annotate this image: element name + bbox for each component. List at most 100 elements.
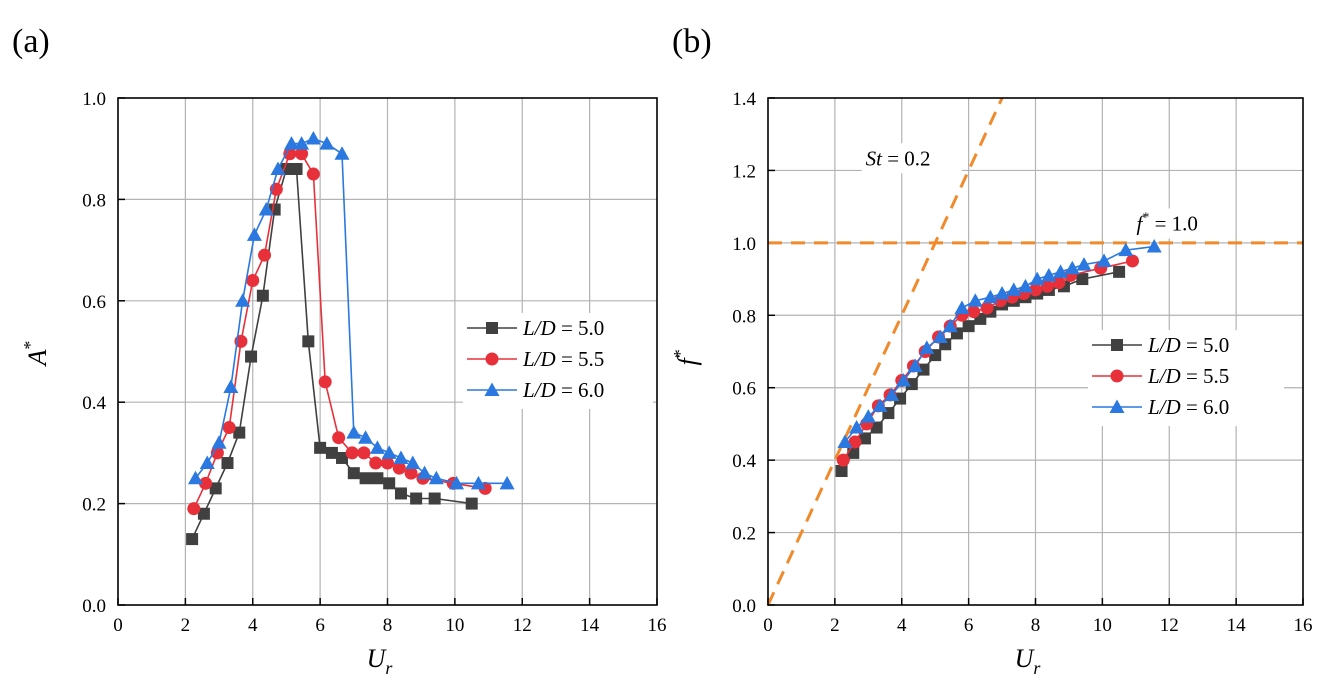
x-axis-title: Ur	[1015, 644, 1042, 678]
plot-frame	[117, 97, 658, 606]
data-point	[359, 472, 372, 485]
y-tick-label: 0.2	[82, 495, 106, 516]
series-triangle	[837, 238, 1162, 449]
reference-lines: St = 0.2 f* = 1.0	[766, 97, 1303, 606]
data-point	[465, 497, 478, 510]
series-square	[186, 162, 478, 546]
x-tick-label: 10	[1093, 615, 1112, 636]
y-tick-label: 0.4	[82, 393, 106, 414]
data-point	[325, 446, 338, 459]
data-point	[209, 482, 222, 495]
data-point	[357, 446, 371, 460]
legend-entry: L/D = 6.0	[1147, 395, 1229, 419]
strouhal-line	[766, 97, 1004, 606]
data-point	[197, 507, 210, 520]
data-point	[345, 446, 359, 460]
y-axis-title: A*	[20, 341, 52, 368]
x-tick-label: 14	[580, 615, 600, 636]
panel-label: (a)	[12, 23, 50, 60]
series-square	[835, 265, 1126, 478]
data-point	[332, 431, 346, 445]
legend-marker	[1109, 399, 1125, 413]
data-point	[256, 289, 269, 302]
data-point	[381, 456, 394, 470]
data-point	[294, 136, 310, 150]
x-tick-label: 8	[1031, 615, 1041, 636]
data-point	[499, 475, 515, 490]
x-tick-label: 14	[1227, 615, 1247, 636]
data-point	[318, 375, 332, 389]
x-tick-label: 4	[248, 615, 258, 636]
data-point	[1006, 282, 1022, 296]
data-point	[410, 492, 423, 505]
data-point	[246, 274, 260, 288]
data-point	[290, 162, 303, 175]
data-point	[905, 378, 918, 391]
data-point	[334, 146, 350, 160]
data-point	[942, 318, 958, 333]
data-point	[1041, 267, 1057, 282]
legend-entry: L/D = 5.0	[522, 316, 604, 340]
data-point	[417, 465, 433, 480]
data-point	[1052, 276, 1066, 290]
data-point	[1064, 260, 1080, 275]
data-point	[870, 421, 883, 434]
data-point	[223, 379, 239, 393]
x-tick-label: 12	[513, 615, 532, 636]
data-point	[394, 487, 407, 500]
legend-entry: L/D = 5.5	[1147, 364, 1229, 388]
data-point	[305, 131, 321, 145]
y-tick-label: 0.2	[732, 524, 756, 545]
data-point	[835, 465, 848, 478]
plot-frame	[767, 97, 1304, 606]
x-tick-label: 6	[315, 615, 325, 636]
data-point	[369, 456, 383, 470]
x-tick-label: 4	[897, 615, 907, 636]
unity-label-bg	[1132, 208, 1221, 239]
y-tick-label: 0.8	[82, 190, 106, 211]
data-point	[428, 492, 441, 505]
data-point	[836, 453, 850, 467]
data-point	[858, 432, 871, 445]
series-line	[840, 271, 1120, 472]
data-point	[962, 320, 975, 333]
data-point	[1076, 273, 1089, 286]
legend-marker	[486, 322, 498, 334]
data-point	[428, 470, 444, 485]
y-tick-label: 0.0	[732, 596, 756, 617]
data-point	[1053, 264, 1069, 278]
y-tick-label: 0.8	[732, 306, 756, 327]
data-point	[258, 202, 274, 216]
y-tick-label: 1.2	[732, 161, 756, 182]
legend-marker	[1111, 339, 1123, 351]
y-tick-label: 0.6	[732, 379, 756, 400]
data-point	[994, 286, 1010, 300]
data-point	[233, 426, 246, 439]
x-tick-label: 6	[964, 615, 974, 636]
y-tick-label: 1.4	[732, 89, 756, 110]
data-point	[186, 533, 199, 546]
data-point	[954, 300, 970, 315]
legend: L/D = 5.0 L/D = 5.5 L/D = 6.0	[463, 313, 653, 409]
data-point	[982, 289, 998, 304]
strouhal-label-bg	[861, 143, 962, 174]
legend-entry: L/D = 5.5	[522, 347, 604, 371]
data-point	[336, 451, 349, 464]
y-axis-title: f*	[670, 349, 702, 365]
x-tick-label: 10	[445, 615, 464, 636]
x-tick-label: 16	[648, 615, 667, 636]
data-point	[199, 476, 213, 490]
data-point	[369, 440, 385, 454]
data-point	[371, 472, 384, 485]
data-point	[1040, 279, 1054, 293]
panel-label: (b)	[672, 23, 712, 60]
x-tick-label: 2	[830, 615, 840, 636]
x-axis-title: Ur	[367, 644, 394, 678]
data-point	[245, 350, 258, 363]
data-point	[187, 502, 201, 516]
y-tick-label: 0.6	[82, 292, 106, 313]
data-point	[187, 470, 203, 485]
panel-a: (a) 0 2 4 6 8 10 12 14 16 0.0 0.2 0.4 0.6 0.8 1.0 L/D = …	[12, 23, 667, 678]
data-point	[849, 420, 865, 434]
data-point	[470, 475, 486, 490]
